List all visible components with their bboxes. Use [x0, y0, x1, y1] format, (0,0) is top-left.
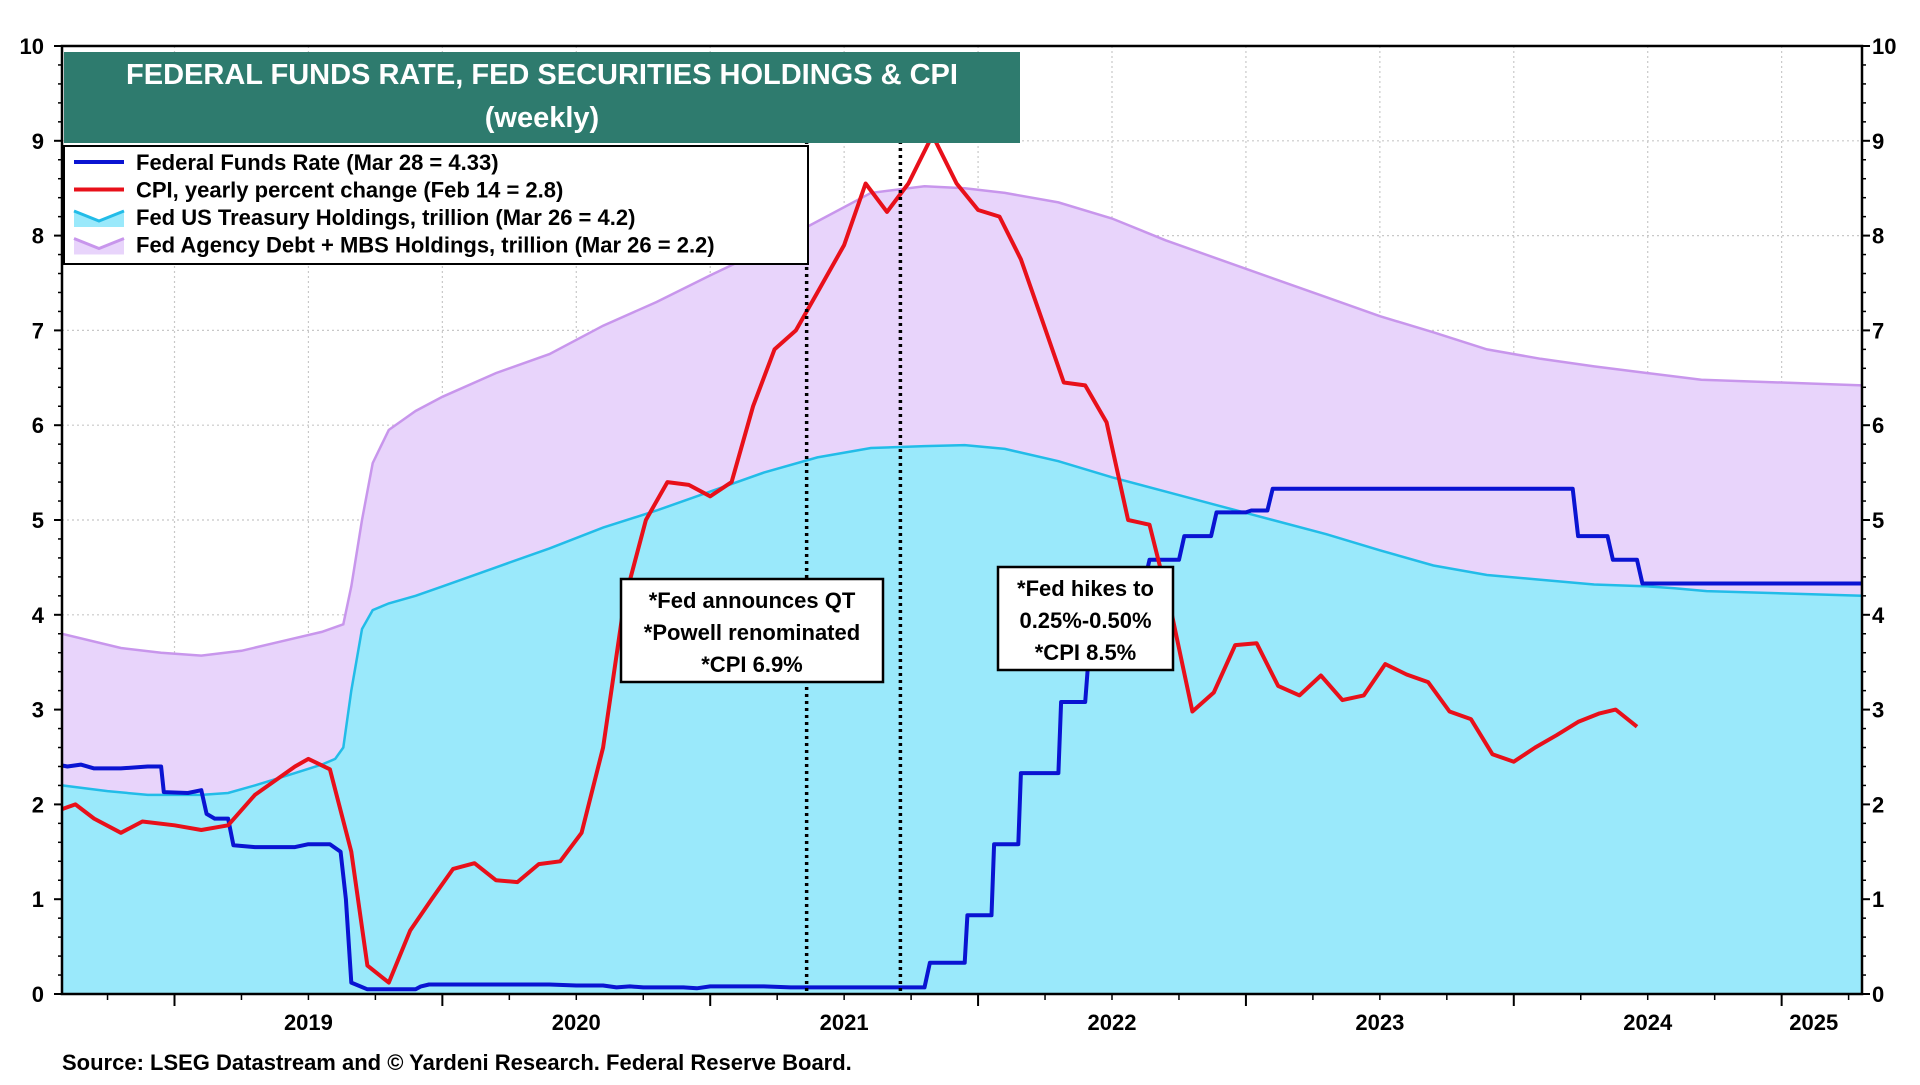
annotation-line: *CPI 6.9%: [701, 652, 803, 677]
legend-swatch-fill: [74, 238, 124, 255]
y-tick-label-right: 5: [1872, 508, 1884, 533]
treasury-area-fill: [62, 445, 1862, 995]
title-background: [64, 52, 1020, 143]
source-note: Source: LSEG Datastream and © Yardeni Re…: [62, 1050, 852, 1075]
annotation-line: *Powell renominated: [644, 620, 860, 645]
legend-box: [63, 145, 809, 265]
y-tick-label-left: 3: [32, 698, 44, 723]
y-tick-label-left: 5: [32, 508, 44, 533]
y-tick-label-right: 10: [1872, 34, 1896, 59]
y-tick-label-left: 8: [32, 224, 44, 249]
y-tick-label-left: 6: [32, 413, 44, 438]
annotation-line: *Fed hikes to: [1017, 576, 1154, 601]
legend-label: Fed Agency Debt + MBS Holdings, trillion…: [136, 233, 715, 258]
y-tick-label-right: 0: [1872, 982, 1884, 1007]
chart-title: FEDERAL FUNDS RATE, FED SECURITIES HOLDI…: [64, 52, 1020, 143]
y-tick-label-left: 4: [32, 603, 45, 628]
annotation-line: 0.25%-0.50%: [1019, 608, 1151, 633]
y-tick-label-left: 7: [32, 318, 44, 343]
y-tick-label-left: 2: [32, 792, 44, 817]
x-tick-label: 2024: [1623, 1010, 1673, 1035]
annotations: *Fed announces QT *Powell renominated *CPI…: [619, 565, 1175, 684]
annotation-line: *CPI 8.5%: [1035, 640, 1137, 665]
treasury-area-line: [61, 443, 1863, 797]
cpi-line: [61, 133, 1639, 985]
y-tick-label-right: 2: [1872, 792, 1884, 817]
fed-funds-line: [61, 486, 1862, 992]
annotation-box: [619, 577, 885, 684]
area-series: [61, 185, 1863, 995]
legend-swatch: [73, 237, 125, 251]
y-tick-label-right: 1: [1872, 887, 1884, 912]
x-tick-label: 2022: [1088, 1010, 1137, 1035]
x-tick-label: 2023: [1355, 1010, 1404, 1035]
y-tick-label-left: 1: [32, 887, 44, 912]
y-tick-label-right: 8: [1872, 224, 1884, 249]
x-tick-label: 2020: [552, 1010, 601, 1035]
legend-label: Fed US Treasury Holdings, trillion (Mar …: [136, 205, 635, 230]
legend-label: Federal Funds Rate (Mar 28 = 4.33): [136, 150, 499, 175]
annotation-box: [996, 565, 1175, 672]
y-tick-label-right: 7: [1872, 318, 1884, 343]
legend: Federal Funds Rate (Mar 28 = 4.33) CPI, y…: [63, 145, 809, 265]
legend-label: CPI, yearly percent change (Feb 14 = 2.8…: [136, 178, 563, 203]
legend-swatch-fill: [74, 211, 124, 227]
y-tick-label-right: 9: [1872, 129, 1884, 154]
x-tick-label: 2021: [820, 1010, 869, 1035]
legend-swatch: [73, 209, 125, 223]
vertical-markers: [804, 141, 903, 994]
title-text: FEDERAL FUNDS RATE, FED SECURITIES HOLDI…: [126, 59, 958, 91]
subtitle-text: (weekly): [485, 102, 599, 134]
y-tick-label-right: 6: [1872, 413, 1884, 438]
line-series: [61, 133, 1862, 992]
y-tick-label-right: 4: [1872, 603, 1885, 628]
y-tick-label-right: 3: [1872, 698, 1884, 723]
y-tick-label-left: 9: [32, 129, 44, 154]
y-tick-label-left: 0: [32, 982, 44, 1007]
annotation-line: *Fed announces QT: [649, 588, 856, 613]
x-tick-label: 2025: [1789, 1010, 1838, 1035]
x-tick-label: 2019: [284, 1010, 333, 1035]
y-tick-label-left: 10: [20, 34, 44, 59]
axes: 0 0 1 1 2 2 3 3 4 4 5 5 6 6 7 7 8 8 9 9 10 10 2019 2020 2021 2022…: [20, 34, 1897, 1035]
